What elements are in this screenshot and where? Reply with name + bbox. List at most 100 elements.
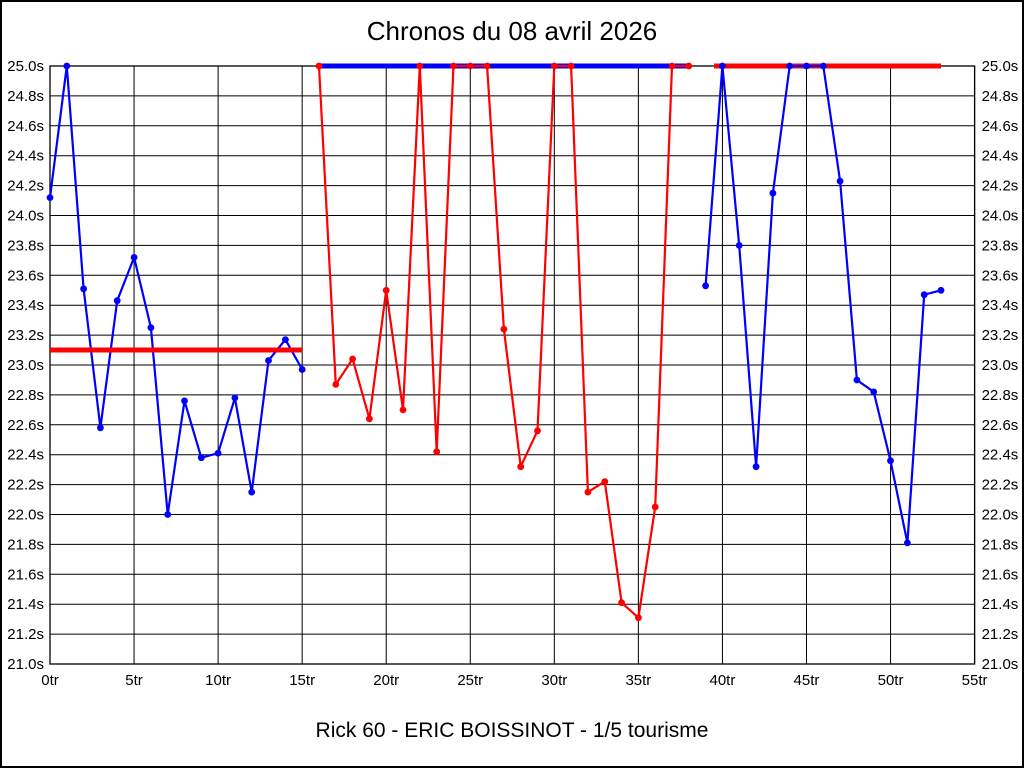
y-tick-label-right: 23.6s [982,267,1019,284]
blue-driver-point [870,388,878,396]
y-tick-label-right: 22.8s [982,387,1019,404]
y-tick-label-right: 24.2s [982,178,1019,195]
blue-driver-point [819,62,827,70]
x-tick-label: 20tr [373,672,399,689]
y-tick-label-right: 23.0s [982,357,1019,374]
blue-driver-point [298,366,306,373]
blue-driver-point [248,488,256,496]
blue-driver-point [63,62,71,70]
y-tick-label-right: 23.4s [982,297,1019,314]
red-driver-point [685,62,693,70]
x-tick-label: 40tr [710,672,736,689]
red-driver-point [399,406,407,414]
blue-driver-point [904,539,911,547]
y-tick-label-left: 23.8s [7,237,44,254]
red-driver-point [534,427,541,435]
y-tick-label-right: 21.0s [982,656,1019,673]
blue-driver-point [735,242,743,249]
blue-driver-point [702,282,709,290]
red-driver-point [382,286,390,294]
y-tick-label-left: 23.0s [7,357,44,374]
y-tick-label-right: 23.8s [982,237,1019,254]
blue-driver-point [181,397,188,405]
y-tick-label-left: 24.0s [7,208,44,225]
x-tick-label: 45tr [794,672,820,689]
y-tick-label-left: 21.4s [7,596,44,613]
x-tick-label: 25tr [457,672,483,689]
blue-driver-point [265,357,272,364]
y-tick-label-right: 24.4s [982,148,1019,165]
blue-driver-point [786,62,794,70]
red-driver-point [349,355,356,363]
blue-driver-point [282,336,289,343]
blue-driver-point [214,449,222,457]
y-tick-label-right: 22.2s [982,477,1019,494]
red-driver-point [315,62,323,70]
y-tick-label-left: 21.8s [7,536,44,553]
y-tick-label-right: 21.4s [982,596,1019,613]
x-tick-label: 0tr [41,672,59,689]
blue-driver-line [704,64,942,545]
y-tick-label-left: 25.0s [7,58,44,75]
red-driver-point [500,325,508,333]
x-tick-label: 10tr [205,672,231,689]
y-tick-label-left: 23.4s [7,297,44,314]
blue-driver-point [164,511,172,518]
blue-driver-point [231,394,239,402]
y-tick-label-left: 24.2s [7,178,44,195]
red-driver-point [651,503,659,511]
y-tick-label-right: 21.2s [982,626,1019,643]
red-driver-line [317,64,689,619]
red-driver-point [584,488,592,496]
blue-driver-point [80,285,87,293]
blue-driver-point [937,286,945,294]
x-tick-label: 5tr [125,672,143,689]
x-tick-label: 35tr [625,672,651,689]
y-tick-label-left: 21.0s [7,656,44,673]
x-tick-label: 30tr [541,672,567,689]
blue-driver-point [887,457,894,465]
y-tick-label-right: 22.0s [982,507,1019,524]
blue-driver-line [48,64,304,516]
y-tick-label-left: 22.6s [7,417,44,434]
y-tick-label-left: 22.0s [7,507,44,524]
y-tick-label-left: 22.4s [7,447,44,464]
blue-driver-point [719,62,726,70]
y-tick-label-left: 24.6s [7,118,44,135]
y-tick-label-left: 21.6s [7,566,44,583]
blue-driver-point [130,254,138,261]
red-driver-point [550,62,558,70]
blue-driver-point [46,194,54,202]
blue-driver-point [97,424,104,432]
chart-caption: Rick 60 - ERIC BOISSINOT - 1/5 tourisme [315,719,709,742]
red-driver-point [416,62,424,70]
blue-driver-point [752,463,760,471]
red-driver-point [517,463,525,471]
red-driver-point [450,62,457,70]
y-tick-label-left: 24.8s [7,88,44,105]
red-driver-point [567,62,575,70]
y-tick-label-left: 21.2s [7,626,44,643]
blue-driver-point [113,297,121,305]
x-tick-label: 50tr [878,672,904,689]
y-tick-label-left: 23.2s [7,327,44,344]
red-driver-point [618,599,625,607]
blue-driver-point [147,324,155,331]
y-tick-label-right: 23.2s [982,327,1019,344]
red-driver-point [483,62,491,70]
red-driver-point [366,415,373,423]
blue-driver-point [853,376,861,384]
red-driver-point [466,62,474,70]
blue-driver-point [836,177,844,185]
y-tick-label-right: 22.4s [982,447,1019,464]
y-tick-label-right: 24.6s [982,118,1019,135]
y-tick-label-left: 22.2s [7,477,44,494]
y-tick-label-left: 23.6s [7,267,44,284]
red-driver-point [433,448,441,456]
y-tick-label-right: 24.8s [982,88,1019,105]
y-tick-label-left: 22.8s [7,387,44,404]
blue-driver-point [803,62,810,70]
y-tick-label-right: 21.8s [982,536,1019,553]
y-tick-label-right: 24.0s [982,208,1019,225]
